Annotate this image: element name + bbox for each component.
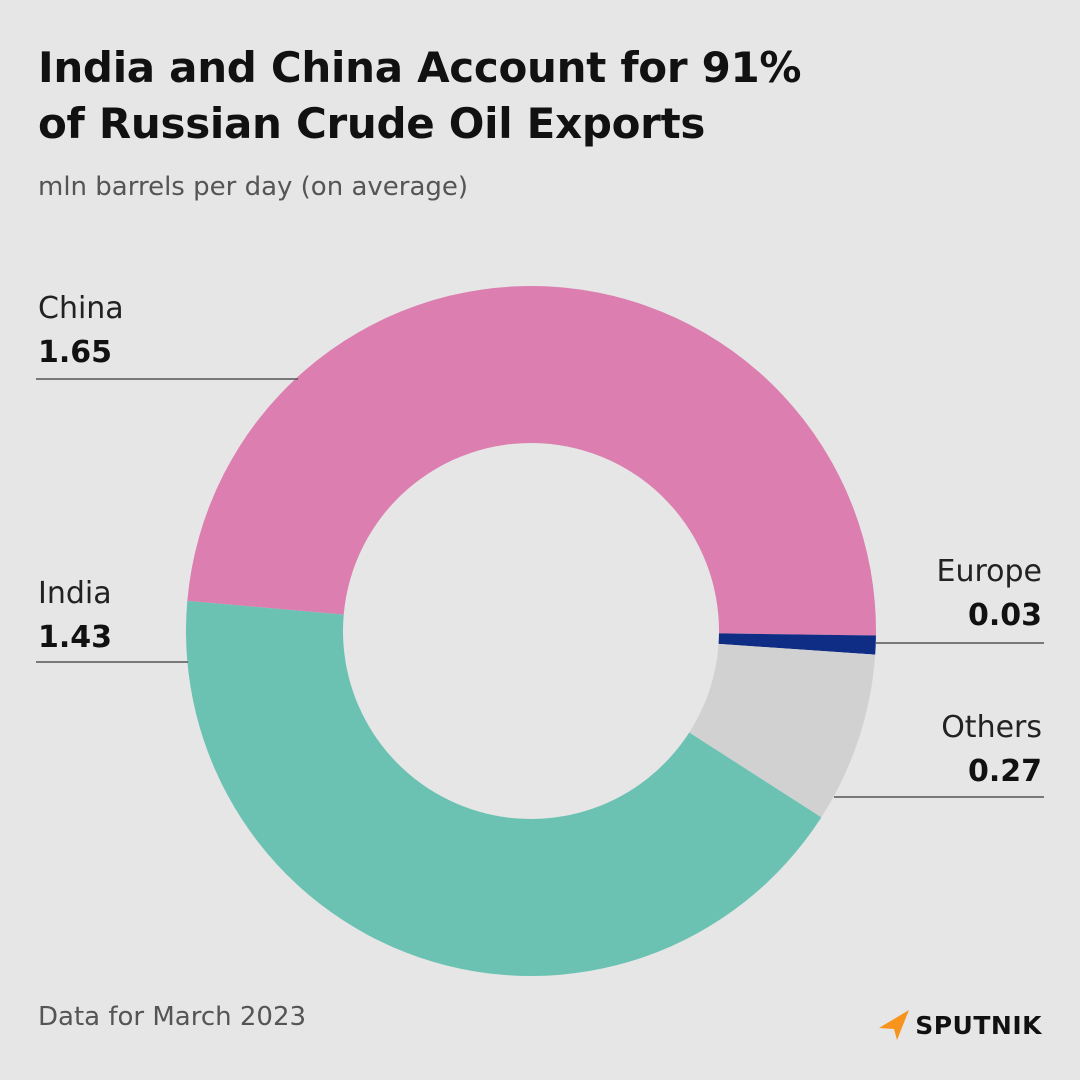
label-value-china: 1.65: [38, 335, 112, 370]
sputnik-logo-icon: [879, 1010, 910, 1040]
label-name-china: China: [38, 291, 124, 326]
footnote: Data for March 2023: [38, 1002, 307, 1032]
label-value-others: 0.27: [968, 754, 1042, 789]
slice-europe: [718, 633, 876, 655]
label-value-europe: 0.03: [968, 598, 1042, 633]
chart-title: India and China Account for 91% of Russi…: [38, 40, 802, 152]
sputnik-logo-text: SPUTNIK: [915, 1010, 1042, 1040]
chart-subtitle: mln barrels per day (on average): [38, 172, 469, 202]
donut-chart: China 1.65 Europe 0.03 Others 0.27 India 1.43: [36, 286, 1044, 977]
donut-slices: [186, 286, 877, 977]
label-name-europe: Europe: [937, 554, 1043, 589]
slice-labels: China 1.65 Europe 0.03 Others 0.27 India 1.43: [36, 291, 1044, 798]
sputnik-logo: SPUTNIK: [877, 1008, 1042, 1042]
slice-china: [187, 286, 877, 636]
label-value-india: 1.43: [38, 620, 112, 655]
chart-title-line-1: India and China Account for 91%: [38, 43, 802, 92]
label-name-india: India: [38, 576, 112, 611]
chart-title-line-2: of Russian Crude Oil Exports: [38, 99, 706, 148]
slice-others: [689, 643, 876, 818]
slice-india: [186, 600, 822, 977]
label-name-others: Others: [941, 710, 1042, 745]
